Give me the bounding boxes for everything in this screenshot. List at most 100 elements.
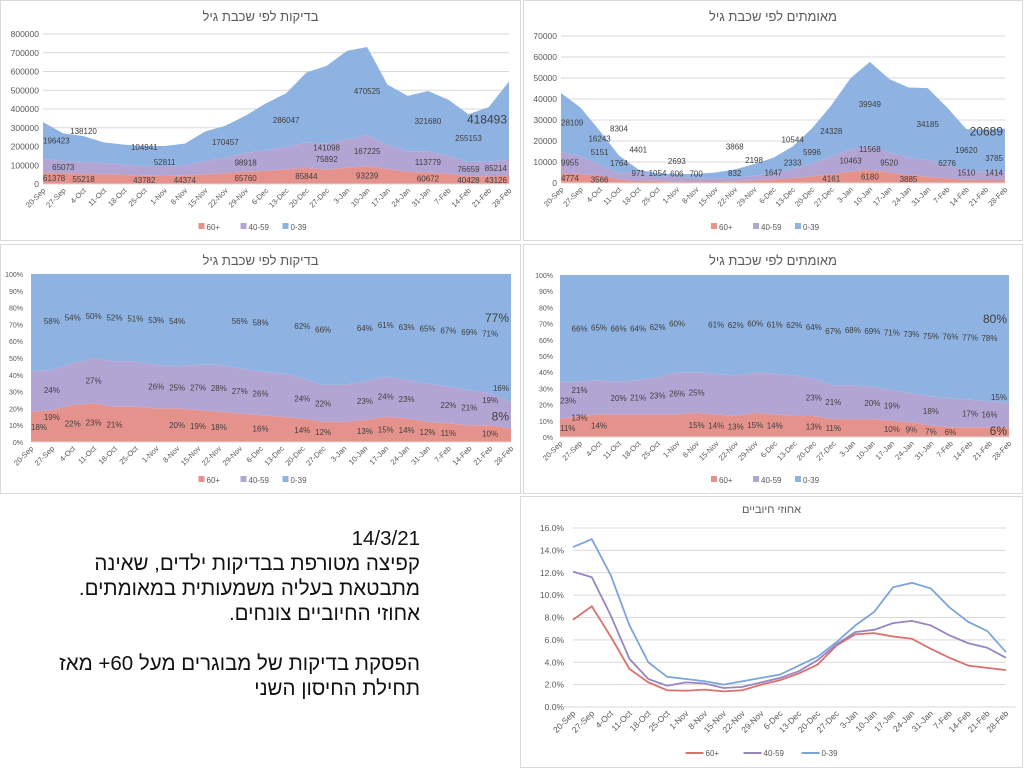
data-label: 13% — [728, 422, 744, 431]
x-tick-label: 25-Oct — [640, 438, 663, 461]
x-tick-label: 1-Nov — [661, 185, 682, 206]
x-tick-label: 10-Jan — [854, 439, 877, 462]
legend-swatch — [282, 223, 289, 229]
x-tick-label: 27-Sep — [44, 186, 67, 209]
area-series-40-59 — [43, 135, 509, 177]
y-tick-label: 60% — [9, 339, 23, 346]
area-series-40-59 — [560, 372, 1009, 428]
note-paragraph-1: קפיצה מטורפת בבדיקות ילדים, שאינה מתבטאת… — [78, 552, 420, 625]
legend-swatch — [711, 476, 717, 482]
data-label: 20% — [864, 399, 880, 408]
data-label: 7% — [925, 427, 937, 436]
x-tick-label: 31-Jan — [910, 185, 933, 208]
data-label: 62% — [294, 322, 310, 331]
y-tick-label: 4.0% — [545, 657, 565, 667]
data-label: 26% — [253, 389, 269, 398]
y-tick-label: 90% — [539, 289, 553, 296]
legend-label: 40-59 — [249, 223, 270, 232]
data-label: 3566 — [591, 175, 609, 184]
data-label: 67% — [825, 327, 841, 336]
chart-title: מאומתים לפי שכבת גיל — [709, 253, 837, 268]
legend-swatch — [753, 223, 759, 229]
data-label: 66% — [315, 325, 331, 334]
data-label: 2198 — [745, 156, 763, 165]
data-label: 24328 — [820, 127, 843, 136]
data-label: 21% — [825, 398, 841, 407]
data-label: 18% — [923, 407, 939, 416]
data-label: 167225 — [354, 147, 381, 156]
y-tick-label: 100% — [535, 273, 553, 280]
x-tick-label: 4-Oct — [58, 443, 78, 463]
data-label: 27% — [232, 387, 248, 396]
data-label: 52811 — [154, 158, 176, 167]
data-label: 1414 — [985, 169, 1003, 178]
y-tick-label: 50% — [9, 356, 23, 363]
tests-by-age-chart: בדיקות לפי שכבת גיל 0 100000 200000 300000 4… — [0, 0, 521, 241]
legend-swatch — [198, 223, 205, 229]
x-tick-label: 29-Nov — [221, 444, 245, 468]
data-label: 58% — [44, 317, 60, 326]
legend-label: 40-59 — [761, 476, 782, 485]
positivity-rate-chart: אחוזי חיוביים 0.0% 2.0% 4.0% 6.0% 8.0% 10.0% 1… — [520, 496, 1023, 768]
y-tick-label: 8.0% — [545, 613, 565, 623]
y-tick-label: 200000 — [11, 142, 40, 152]
y-tick-label: 6.0% — [545, 635, 565, 645]
data-label: 10544 — [782, 136, 805, 145]
data-label: 14% — [767, 422, 783, 431]
data-label: 9955 — [561, 159, 579, 168]
y-tick-label: 20000 — [533, 136, 557, 146]
data-label: 69% — [864, 327, 880, 336]
data-label: 18% — [31, 423, 47, 432]
data-label: 65% — [591, 324, 607, 333]
x-tick-label: 22-Nov — [206, 186, 230, 210]
legend-label: 40-59 — [249, 476, 270, 485]
x-tick-label: 20-Sep — [24, 186, 47, 209]
data-label: 12% — [315, 428, 331, 437]
data-label: 25% — [689, 388, 705, 397]
data-label: 141098 — [313, 144, 340, 153]
data-label: 69% — [461, 328, 477, 337]
data-label: 19% — [884, 401, 900, 410]
y-tick-label: 0.0% — [545, 702, 565, 712]
data-label: 23% — [357, 397, 373, 406]
chart-canvas: 0 100000 200000 300000 400000 500000 600000 700… — [11, 29, 514, 232]
data-label: 71% — [482, 330, 498, 339]
data-label: 28% — [211, 384, 227, 393]
x-tick-label: 17-Jan — [368, 444, 391, 467]
x-tick-label: 27-Dec — [308, 186, 332, 210]
legend-swatch — [240, 223, 247, 229]
x-tick-label: 18-Oct — [620, 184, 643, 207]
data-label: 65760 — [234, 174, 257, 183]
x-tick-label: 27-Dec — [812, 185, 836, 209]
chart-title: מאומתים לפי שכבת גיל — [709, 9, 837, 24]
x-tick-label: 20-Sep — [541, 439, 564, 462]
y-tick-label: 10.0% — [540, 590, 565, 600]
x-tick-label: 28-Feb — [492, 444, 515, 467]
legend-label: 0-39 — [291, 476, 308, 485]
x-tick-label: 25-Oct — [126, 185, 149, 208]
data-label: 21% — [572, 386, 588, 395]
data-label: 66% — [611, 324, 627, 333]
data-label: 104941 — [131, 143, 158, 152]
data-label: 15% — [378, 425, 394, 434]
area-series-40-59 — [561, 145, 1005, 182]
data-label: 22% — [315, 399, 331, 408]
area-series-60+ — [561, 170, 1005, 183]
area-series-60+ — [31, 403, 511, 442]
legend-label: 0-39 — [803, 223, 820, 232]
data-label: 93239 — [356, 171, 379, 180]
note-paragraph-2: הפסקת בדיקות של מבוגרים מעל 60+ מאז תחיל… — [59, 652, 420, 700]
x-tick-label: 18-Oct — [620, 438, 643, 461]
y-tick-label: 500000 — [11, 85, 40, 95]
legend-label: 40-59 — [761, 223, 782, 232]
data-label: 11568 — [859, 145, 881, 154]
y-tick-label: 40% — [539, 370, 553, 377]
x-tick-label: 27-Sep — [560, 439, 583, 462]
data-label: 4161 — [822, 175, 840, 184]
data-label: 196423 — [43, 137, 70, 146]
y-tick-label: 30% — [9, 390, 23, 397]
x-tick-label: 14-Feb — [948, 185, 971, 208]
data-label: 64% — [806, 323, 822, 332]
data-label: 24% — [44, 386, 60, 395]
x-tick-label: 17-Jan — [874, 439, 897, 462]
